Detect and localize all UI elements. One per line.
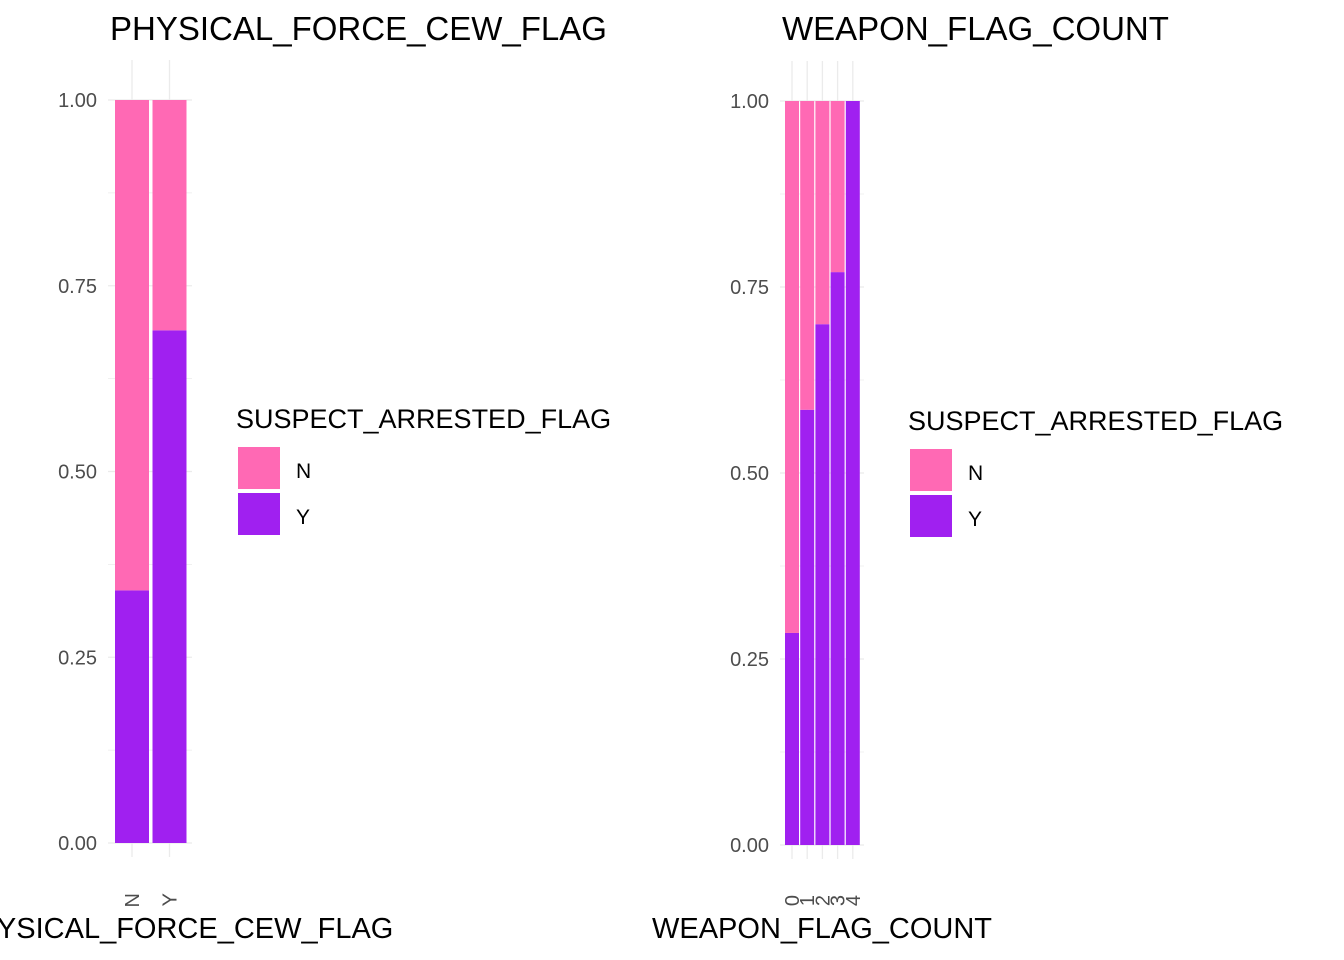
bars (115, 100, 187, 844)
legend-key-n (910, 449, 952, 491)
x-tick-label: 2 (812, 895, 834, 906)
y-tick-label: 0.50 (58, 462, 97, 484)
x-tick-label: N (122, 893, 144, 907)
y-tick-label: 0.25 (730, 649, 769, 671)
legend: SUSPECT_ARRESTED_FLAG N Y (908, 406, 1283, 537)
x-tick-label: 1 (797, 895, 819, 906)
legend-label-y: Y (968, 508, 982, 531)
legend-title: SUSPECT_ARRESTED_FLAG (908, 406, 1283, 436)
y-tick-label: 1.00 (730, 91, 769, 113)
y-tick-label: 0.00 (58, 833, 97, 855)
bar-segment-0-Y (785, 632, 799, 845)
x-axis-label: PHYSICAL_FORCE_CEW_FLAG (0, 913, 393, 945)
bar-segment-2-N (815, 101, 830, 325)
x-axis-label: WEAPON_FLAG_COUNT (652, 913, 992, 945)
legend-key-y (910, 495, 952, 537)
legend-label-n: N (968, 462, 983, 485)
bar-segment-1-N (800, 101, 815, 410)
bar-segment-2-Y (815, 324, 830, 845)
legend: SUSPECT_ARRESTED_FLAG N Y (236, 404, 611, 535)
bar-segment-N-Y (115, 590, 149, 843)
bar-segment-1-Y (800, 409, 815, 845)
y-tick-label: 1.00 (58, 90, 97, 112)
bar-segment-Y-N (152, 100, 187, 331)
y-tick-label: 0.75 (58, 276, 97, 298)
x-tick-label: Y (160, 893, 182, 906)
y-tick-label: 0.50 (730, 463, 769, 485)
bar-segment-Y-Y (152, 330, 187, 844)
x-tick-label: 0 (782, 895, 804, 906)
y-tick-label: 0.75 (730, 277, 769, 299)
legend-label-n: N (296, 460, 311, 483)
legend-key-n (238, 447, 280, 489)
bar-segment-3-N (830, 101, 845, 273)
legend-label-y: Y (296, 506, 310, 529)
chart-panel-weapon-flag: WEAPON_FLAG_COUNT 0.00 0.25 0.50 0.75 1.00 0… (652, 10, 1283, 945)
y-tick-label: 0.25 (58, 647, 97, 669)
legend-key-y (238, 493, 280, 535)
bar-segment-4-Y (845, 101, 860, 845)
x-tick-label: 3 (828, 895, 850, 906)
bar-segment-3-Y (830, 272, 845, 845)
chart-panel-physical-force: PHYSICAL_FORCE_CEW_FLAG 0.00 0.25 0.50 0.75… (0, 10, 611, 945)
y-tick-label: 0.00 (730, 835, 769, 857)
y-axis-ticks: 0.00 0.25 0.50 0.75 1.00 (730, 91, 769, 857)
chart-title: WEAPON_FLAG_COUNT (782, 10, 1169, 47)
bar-segment-0-N (785, 101, 799, 633)
y-axis-ticks: 0.00 0.25 0.50 0.75 1.00 (58, 90, 97, 855)
x-tick-label: 4 (843, 895, 865, 906)
chart-title: PHYSICAL_FORCE_CEW_FLAG (110, 10, 607, 47)
bar-segment-N-N (115, 100, 149, 591)
bars (785, 101, 860, 845)
legend-title: SUSPECT_ARRESTED_FLAG (236, 404, 611, 434)
